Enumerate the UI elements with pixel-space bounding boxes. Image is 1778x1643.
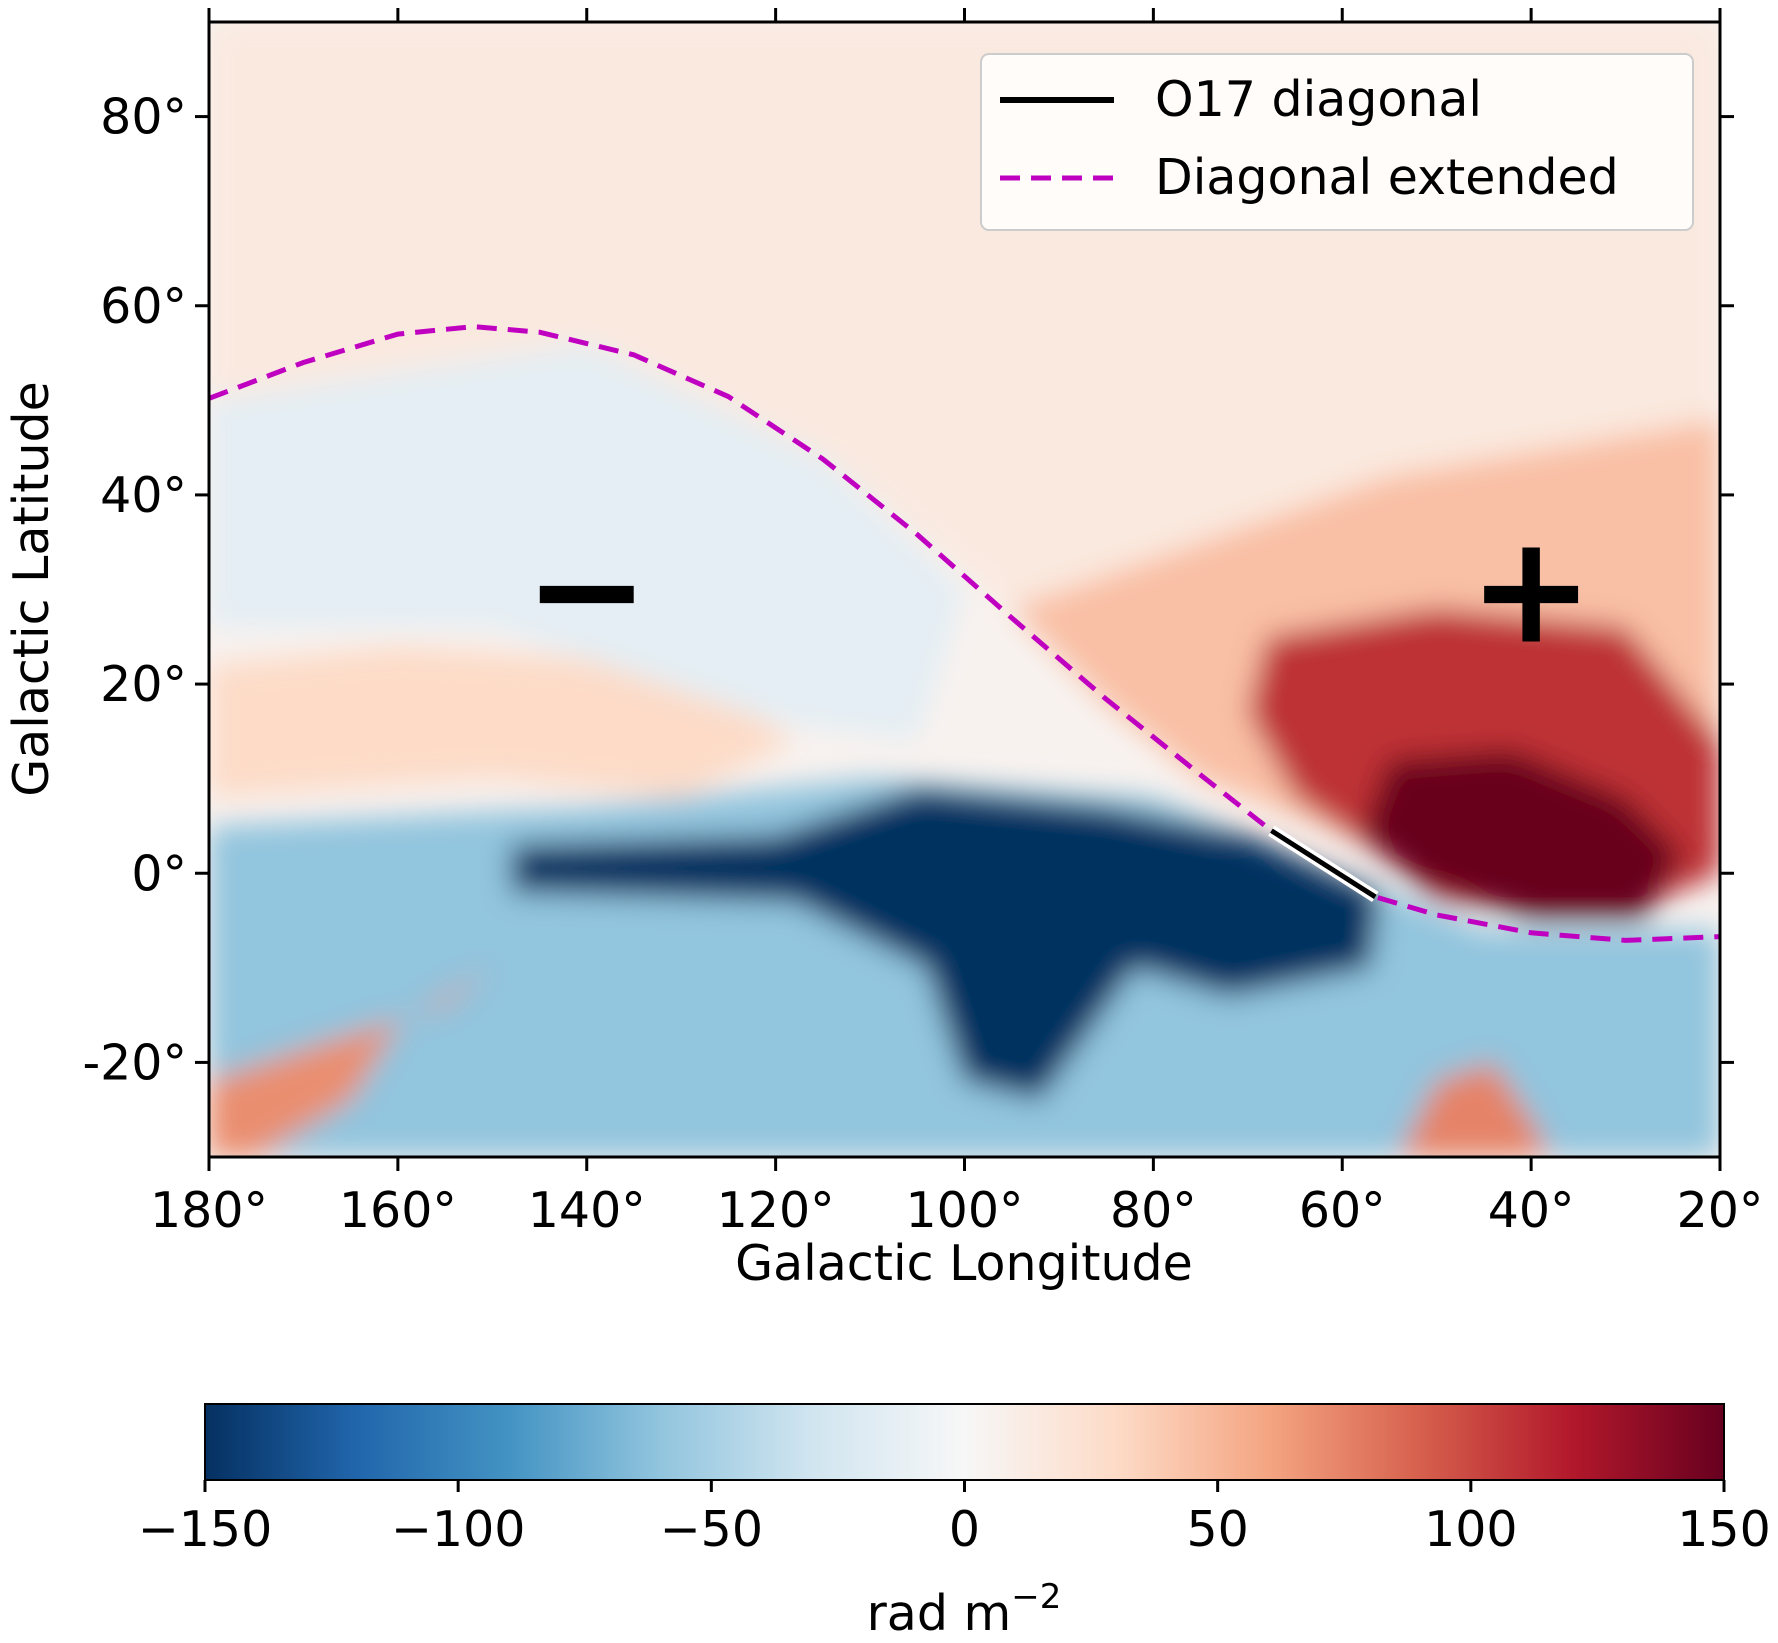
colorbar-tick-label: −150	[138, 1501, 273, 1558]
diagonal-extended-line	[209, 324, 1720, 943]
x-tick-label: 180°	[150, 1182, 268, 1239]
legend-box	[980, 53, 1694, 231]
o17-diagonal-line	[1270, 828, 1377, 900]
legend: O17 diagonal Diagonal extended	[980, 53, 1694, 231]
colorbar-tick-label: 50	[1186, 1501, 1248, 1558]
x-tick-label: 60°	[1299, 1182, 1386, 1239]
heatmap-region-positive-peak	[1361, 750, 1683, 921]
axis-ticks	[195, 8, 1734, 1171]
y-tick-label: 20°	[100, 656, 187, 713]
legend-label-o17: O17 diagonal	[1155, 71, 1482, 128]
colorbar-tick-label: 150	[1677, 1501, 1771, 1558]
y-tick-label: 80°	[100, 89, 187, 146]
heatmap-region-positive-patch-south	[1398, 1062, 1550, 1157]
x-tick-label: 40°	[1488, 1182, 1575, 1239]
colorbar-tick-label: 100	[1424, 1501, 1518, 1558]
heatmap-region-positive-blob-south-west	[209, 967, 493, 1157]
colorbar-label: rad m−2	[867, 1577, 1062, 1642]
x-tick-label: 80°	[1110, 1182, 1197, 1239]
x-tick-label: 140°	[528, 1182, 646, 1239]
colorbar-gradient	[204, 1403, 1725, 1481]
x-axis-label: Galactic Longitude	[735, 1235, 1193, 1292]
positive-region-marker: +	[1468, 504, 1594, 678]
y-tick-label: -20°	[82, 1034, 187, 1091]
colorbar-tick-label: −100	[391, 1501, 526, 1558]
colorbar-tick-label: −50	[660, 1501, 763, 1558]
y-tick-label: 60°	[100, 278, 187, 335]
x-tick-label: 20°	[1677, 1182, 1764, 1239]
x-tick-label: 100°	[905, 1182, 1023, 1239]
x-tick-label: 160°	[339, 1182, 457, 1239]
heatmap-region-weak-negative-north-west	[209, 343, 965, 741]
y-tick-label: 40°	[100, 467, 187, 524]
y-tick-label: 0°	[131, 845, 187, 902]
colorbar-tick-label: 0	[949, 1501, 980, 1558]
x-tick-label: 120°	[717, 1182, 835, 1239]
colorbar: −150 −100 −50 0 50 100 150 rad m−2	[138, 1403, 1771, 1642]
legend-label-extended: Diagonal extended	[1155, 149, 1619, 206]
negative-region-marker: −	[524, 504, 650, 678]
y-axis-label: Galactic Latitude	[3, 381, 60, 797]
heatmap-region-negative-plane-core	[511, 788, 1380, 1101]
heatmap-region-positive-band-west	[209, 646, 795, 798]
